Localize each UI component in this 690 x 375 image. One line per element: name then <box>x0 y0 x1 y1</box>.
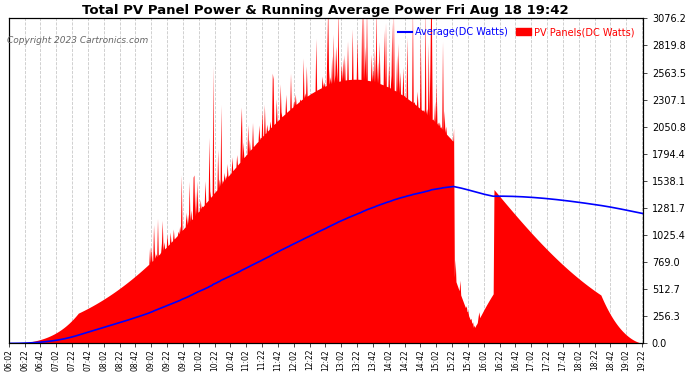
Legend: Average(DC Watts), PV Panels(DC Watts): Average(DC Watts), PV Panels(DC Watts) <box>394 23 638 41</box>
Text: Copyright 2023 Cartronics.com: Copyright 2023 Cartronics.com <box>7 36 148 45</box>
Title: Total PV Panel Power & Running Average Power Fri Aug 18 19:42: Total PV Panel Power & Running Average P… <box>82 4 569 17</box>
